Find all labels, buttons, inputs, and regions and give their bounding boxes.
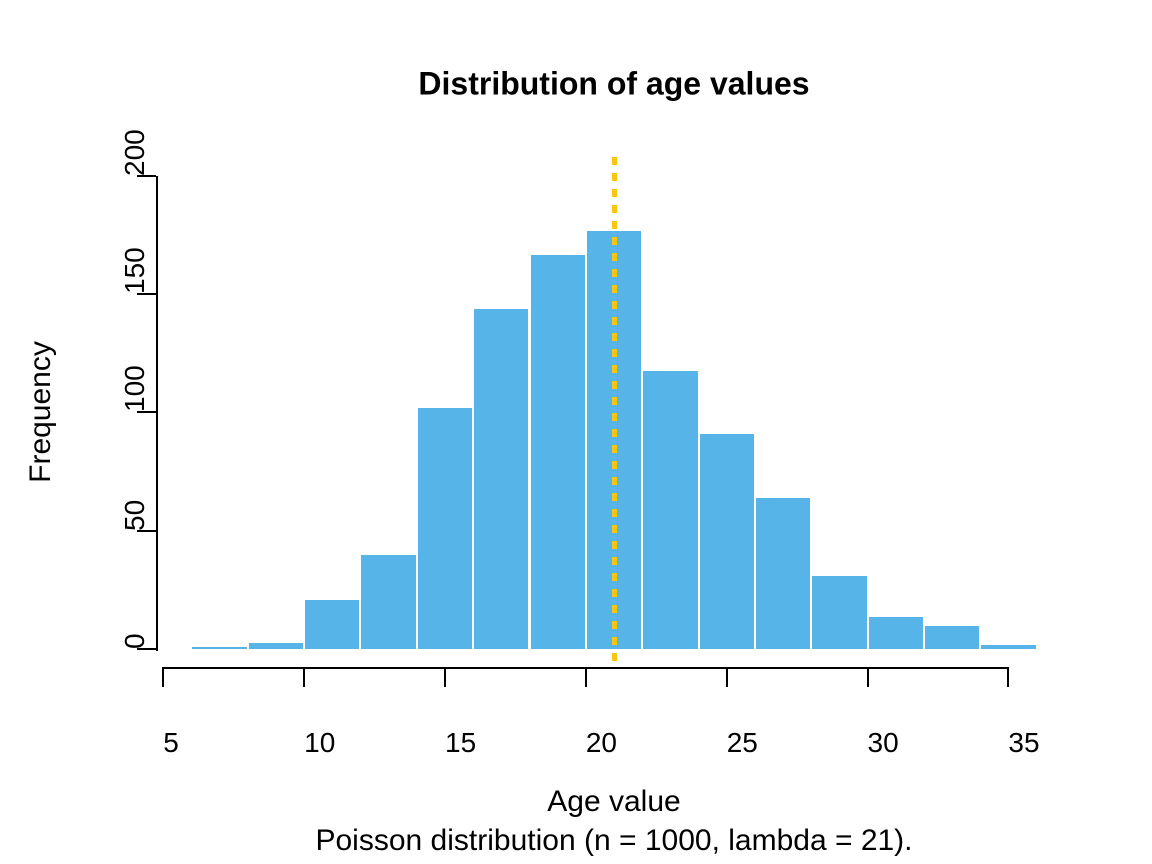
x-tick — [866, 668, 869, 687]
histogram-bar — [698, 433, 755, 649]
y-tick — [137, 292, 156, 295]
y-tick — [137, 647, 156, 650]
x-tick — [444, 668, 446, 687]
histogram-bar — [473, 308, 530, 649]
x-tick — [584, 668, 587, 687]
chart-subtitle: Poisson distribution (n = 1000, lambda =… — [315, 824, 913, 857]
x-axis-label: Age value — [547, 785, 681, 818]
histogram-bar — [642, 369, 699, 649]
histogram-bar — [416, 407, 474, 649]
x-tick — [725, 668, 728, 687]
histogram-bar — [754, 497, 812, 649]
y-axis-line — [155, 175, 158, 651]
histogram-bar — [529, 253, 586, 649]
histogram-bar — [867, 615, 924, 649]
histogram-bar — [191, 646, 248, 649]
histogram-bar — [304, 599, 361, 649]
y-tick — [137, 411, 156, 414]
x-tick — [162, 668, 165, 687]
y-tick — [137, 174, 156, 177]
histogram-bar — [360, 554, 417, 649]
histogram-bar — [247, 641, 305, 649]
x-tick — [303, 668, 306, 687]
lambda-reference-line — [611, 156, 617, 668]
histogram-bar — [811, 575, 868, 649]
histogram-bar — [923, 625, 981, 649]
chart-title: Distribution of age values — [418, 65, 810, 102]
x-tick — [1007, 668, 1010, 687]
histogram-bar — [980, 644, 1037, 649]
y-tick — [137, 529, 156, 532]
x-axis-line — [162, 666, 1010, 669]
